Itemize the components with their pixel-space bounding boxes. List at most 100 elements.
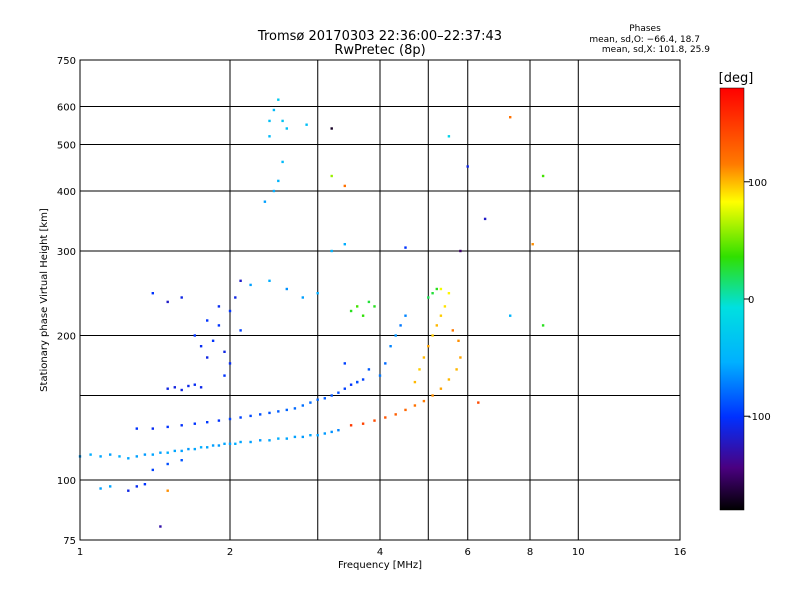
y-tick-label: 300 <box>57 247 76 258</box>
data-point <box>249 283 252 287</box>
data-point <box>427 296 430 299</box>
data-point <box>127 489 130 492</box>
data-point <box>228 362 232 365</box>
x-tick-label: 1 <box>77 547 83 558</box>
data-point <box>180 449 183 453</box>
data-point <box>427 345 430 348</box>
y-tick-label: 200 <box>57 332 76 343</box>
data-point <box>343 243 346 246</box>
data-point <box>228 309 232 313</box>
data-point <box>151 468 154 472</box>
data-point <box>217 444 221 447</box>
stats-line-o: mean, sd,O: −66.4, 18.7 <box>589 35 700 45</box>
data-point <box>455 368 458 371</box>
data-point <box>431 334 434 337</box>
y-tick-labels: 75 100 200 300 400 500 600 750 <box>57 56 76 547</box>
data-point <box>272 108 276 112</box>
data-point <box>166 387 169 390</box>
data-point <box>166 451 169 454</box>
data-point <box>361 378 365 381</box>
data-point <box>330 430 333 434</box>
data-point <box>323 432 326 435</box>
data-point <box>187 384 190 388</box>
data-point <box>99 455 102 458</box>
data-point <box>413 404 417 407</box>
data-point <box>268 119 271 123</box>
data-point <box>259 413 262 416</box>
data-point <box>234 296 237 299</box>
data-point <box>404 314 407 317</box>
data-point <box>166 489 169 492</box>
data-point <box>413 380 417 384</box>
data-point <box>199 345 203 348</box>
x-tick-label: 8 <box>527 547 533 558</box>
data-point <box>431 394 434 397</box>
stats-title: Phases <box>629 24 661 34</box>
data-point <box>223 442 226 445</box>
data-point <box>373 419 376 422</box>
data-point <box>316 434 319 437</box>
data-point <box>223 350 226 353</box>
data-point <box>127 457 130 460</box>
data-point <box>389 345 392 348</box>
data-point <box>228 417 232 421</box>
data-point <box>180 459 183 462</box>
data-point <box>285 408 288 412</box>
data-point <box>367 368 371 371</box>
data-point <box>193 334 196 337</box>
data-point <box>277 410 280 413</box>
data-point <box>373 305 376 308</box>
data-point <box>234 442 237 445</box>
data-point <box>422 399 426 403</box>
data-point <box>301 296 304 299</box>
data-point <box>541 174 545 178</box>
data-point <box>384 362 387 365</box>
chart-subtitle: RwPretec (8p) <box>334 43 425 58</box>
data-point <box>439 314 443 317</box>
data-point <box>293 435 297 439</box>
data-point <box>217 324 221 327</box>
data-point <box>337 429 340 432</box>
data-point <box>206 356 209 359</box>
data-point <box>239 440 242 444</box>
data-point <box>173 386 176 389</box>
data-point <box>330 127 333 130</box>
data-point <box>272 189 276 193</box>
data-point <box>301 404 304 407</box>
data-point <box>330 174 333 178</box>
colorbar-tick-label: -100 <box>748 412 771 423</box>
data-point <box>309 434 312 437</box>
x-tick-label: 16 <box>674 547 687 558</box>
data-point <box>249 414 252 418</box>
data-point <box>180 388 183 392</box>
data-point <box>378 374 382 377</box>
y-tick-label: 400 <box>57 187 76 198</box>
data-point <box>293 407 297 410</box>
data-point <box>211 444 215 447</box>
data-point <box>330 394 333 397</box>
data-point <box>135 455 138 458</box>
data-point <box>483 217 487 221</box>
y-axis-label: Stationary phase Virtual Height [km] <box>39 208 50 392</box>
data-point <box>166 300 169 304</box>
data-point <box>217 419 221 422</box>
data-point <box>199 446 203 449</box>
data-point <box>394 413 397 416</box>
data-point <box>151 427 154 430</box>
colorbar <box>719 87 745 511</box>
x-tick-label: 4 <box>377 547 383 558</box>
data-point <box>531 243 534 246</box>
data-point <box>285 437 288 440</box>
data-point <box>337 391 340 394</box>
data-point <box>404 408 407 412</box>
data-point <box>263 200 267 203</box>
data-point <box>459 249 462 253</box>
colorbar-label: [deg] <box>719 71 754 86</box>
data-point <box>343 362 346 365</box>
data-point <box>305 123 308 126</box>
data-point <box>343 184 346 188</box>
data-point <box>268 439 271 442</box>
y-tick-label: 75 <box>63 536 76 547</box>
